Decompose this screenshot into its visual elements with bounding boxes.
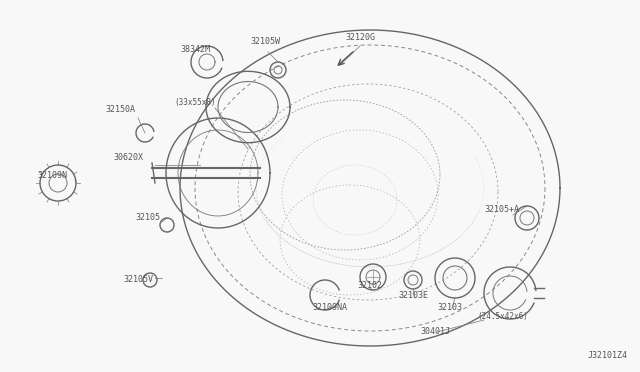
Text: (33x55x8): (33x55x8) (174, 97, 216, 106)
Text: 32105W: 32105W (250, 38, 280, 46)
Text: 32103E: 32103E (398, 291, 428, 299)
Text: 30401J: 30401J (420, 327, 450, 337)
Text: (24.5x42x6): (24.5x42x6) (477, 311, 529, 321)
Text: 32109NA: 32109NA (312, 302, 348, 311)
Text: 32150A: 32150A (105, 106, 135, 115)
Text: 32102: 32102 (358, 280, 383, 289)
Text: 32105: 32105 (136, 214, 161, 222)
Text: 32105V: 32105V (123, 276, 153, 285)
Text: 32103: 32103 (438, 302, 463, 311)
Text: 30620X: 30620X (113, 154, 143, 163)
Text: 32120G: 32120G (345, 33, 375, 42)
Text: 32105+A: 32105+A (484, 205, 520, 215)
Text: 32109N: 32109N (37, 170, 67, 180)
Text: 38342M: 38342M (180, 45, 210, 55)
Text: J32101Z4: J32101Z4 (588, 351, 628, 360)
